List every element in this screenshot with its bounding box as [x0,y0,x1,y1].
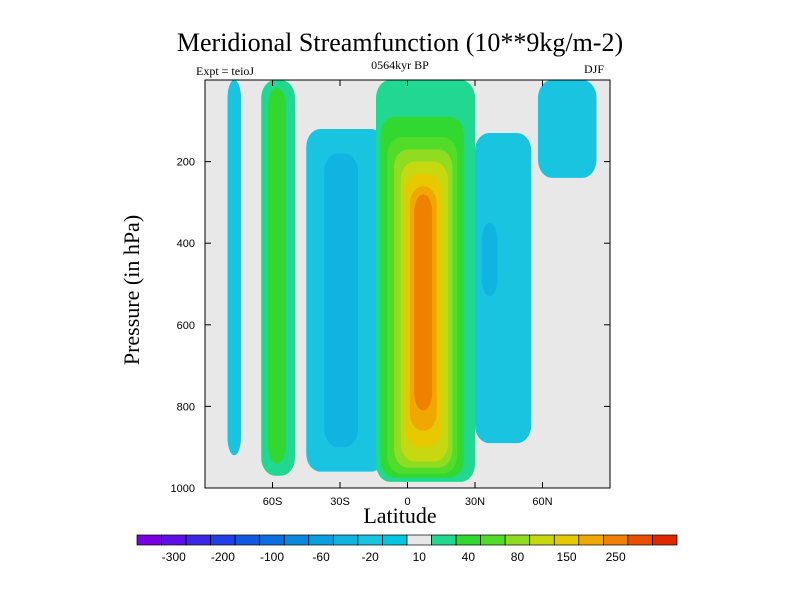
contour-region-3 [268,88,286,464]
colorbar-label: 10 [413,550,427,564]
colorbar-swatch [308,534,334,546]
colorbar-label: -300 [162,550,186,564]
colorbar-swatch [627,534,653,546]
colorbar-swatch [480,534,506,546]
colorbar-swatch [431,534,457,546]
colorbar-label: 80 [511,550,525,564]
y-tick-label: 400 [177,238,195,250]
colorbar-swatch [161,534,187,546]
colorbar-label: 250 [606,550,626,564]
x-tick-label: 60N [532,496,552,508]
colorbar-swatch [210,534,236,546]
x-tick-label: 60S [263,496,283,508]
colorbar-swatch [578,534,604,546]
colorbar-swatch [603,534,629,546]
colorbar-label: 150 [557,550,577,564]
colorbar-swatch [529,534,555,546]
time-label: 0564kyr BP [371,58,429,72]
colorbar-swatch [406,534,432,546]
colorbar-label: -100 [260,550,284,564]
colorbar-label: -200 [211,550,235,564]
colorbar-swatch [234,534,261,546]
experiment-label: Expt = teioJ [196,64,255,78]
colorbar-label: -20 [362,550,380,564]
y-tick-label: 800 [177,401,195,413]
y-tick-label: 200 [177,157,195,169]
colorbar-swatch [382,534,408,546]
colorbar-swatch [136,534,162,546]
contour-region-5 [324,153,358,448]
x-axis-label: Latitude [363,503,437,528]
colorbar-swatch [333,534,359,546]
x-tick-label: 30S [330,496,350,508]
chart-title: Meridional Streamfunction (10**9kg/m-2) [176,28,624,57]
contour-region-1 [227,80,241,456]
contour-region-14 [475,133,532,444]
x-tick-label: 30N [465,496,485,508]
x-tick-label: 0 [404,496,410,508]
colorbar-swatch [185,534,211,546]
colorbar-swatch [652,534,678,546]
contour-region-13 [414,194,433,411]
colorbar-swatch [553,534,580,546]
contour-region-15 [481,222,498,297]
colorbar-label: 40 [462,550,476,564]
colorbar-swatch [283,534,310,546]
colorbar-swatch [455,534,481,546]
y-tick-label: 600 [177,320,195,332]
colorbar-label: -60 [312,550,330,564]
colorbar-swatch [259,534,285,546]
y-tick-label: 1000 [171,483,195,495]
colorbar-swatch [504,534,531,546]
contour-region-16 [538,80,597,178]
season-label: DJF [584,62,605,76]
colorbar-swatch [357,534,383,546]
